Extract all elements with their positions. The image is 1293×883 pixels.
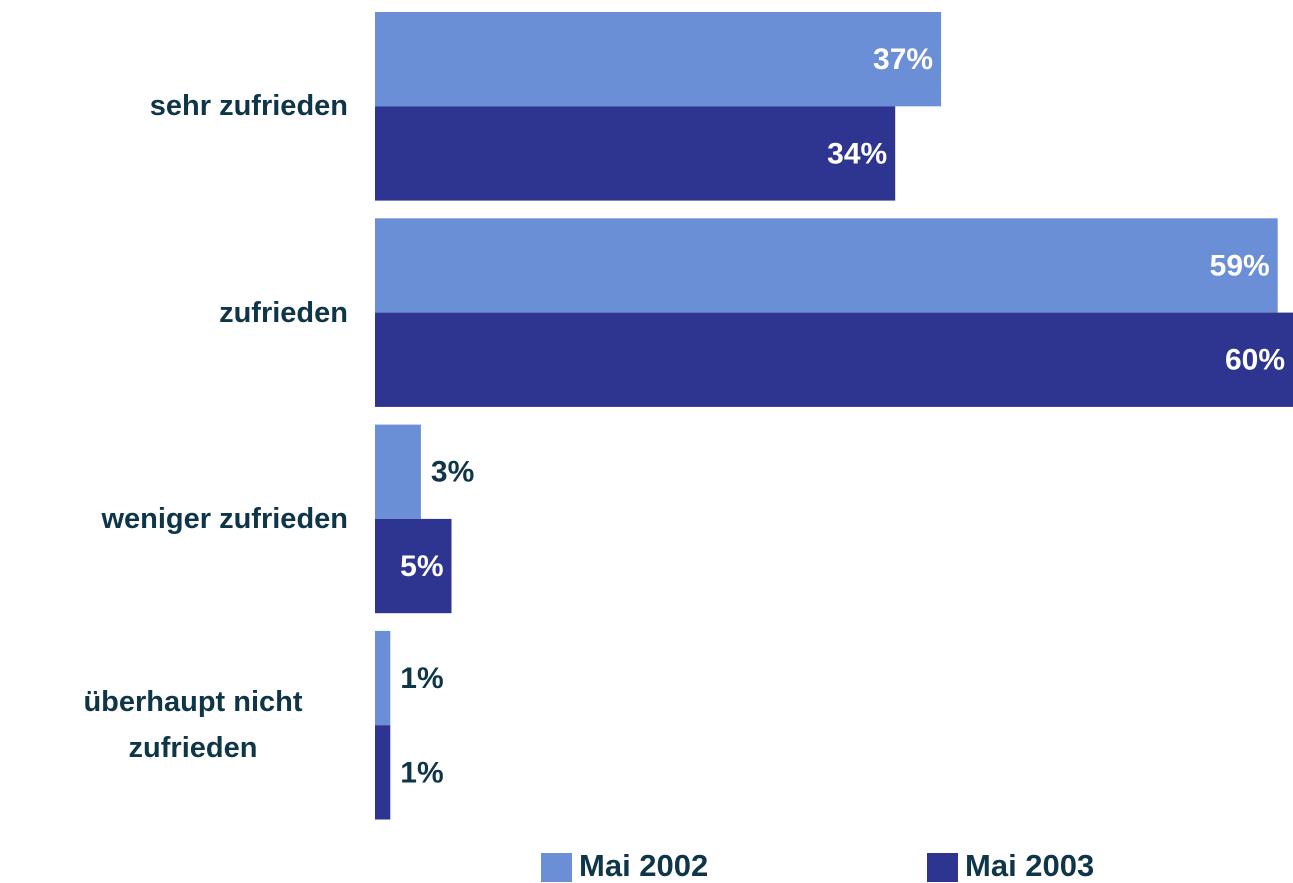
bar	[375, 12, 942, 107]
category-label: weniger zufrieden	[8, 496, 348, 542]
value-label: 5%	[400, 550, 443, 583]
category-label: sehr zufrieden	[8, 83, 348, 129]
legend-label: Mai 2003	[965, 848, 1094, 883]
bar	[375, 725, 391, 820]
value-label: 37%	[873, 43, 933, 76]
bar	[375, 106, 896, 201]
value-label: 59%	[1210, 249, 1270, 282]
category-text: weniger zufrieden	[101, 502, 348, 535]
legend-swatch	[927, 853, 958, 882]
legend-label: Mai 2002	[579, 848, 708, 883]
value-label: 1%	[400, 756, 443, 789]
value-label: 3%	[431, 456, 474, 489]
category-text: sehr zufrieden	[149, 90, 348, 123]
value-label: 1%	[400, 662, 443, 695]
category-text: überhaupt nicht zufrieden	[83, 686, 303, 765]
bar	[375, 312, 1293, 407]
bar	[375, 518, 452, 614]
bar	[375, 218, 1278, 313]
legend-swatch	[541, 853, 572, 882]
bar	[375, 424, 421, 519]
value-label: 60%	[1225, 344, 1285, 377]
category-label: zufrieden	[8, 290, 348, 336]
bar	[375, 630, 391, 726]
category-label: überhaupt nicht zufrieden	[8, 679, 348, 771]
category-text: zufrieden	[219, 296, 348, 329]
value-label: 34%	[827, 137, 887, 170]
